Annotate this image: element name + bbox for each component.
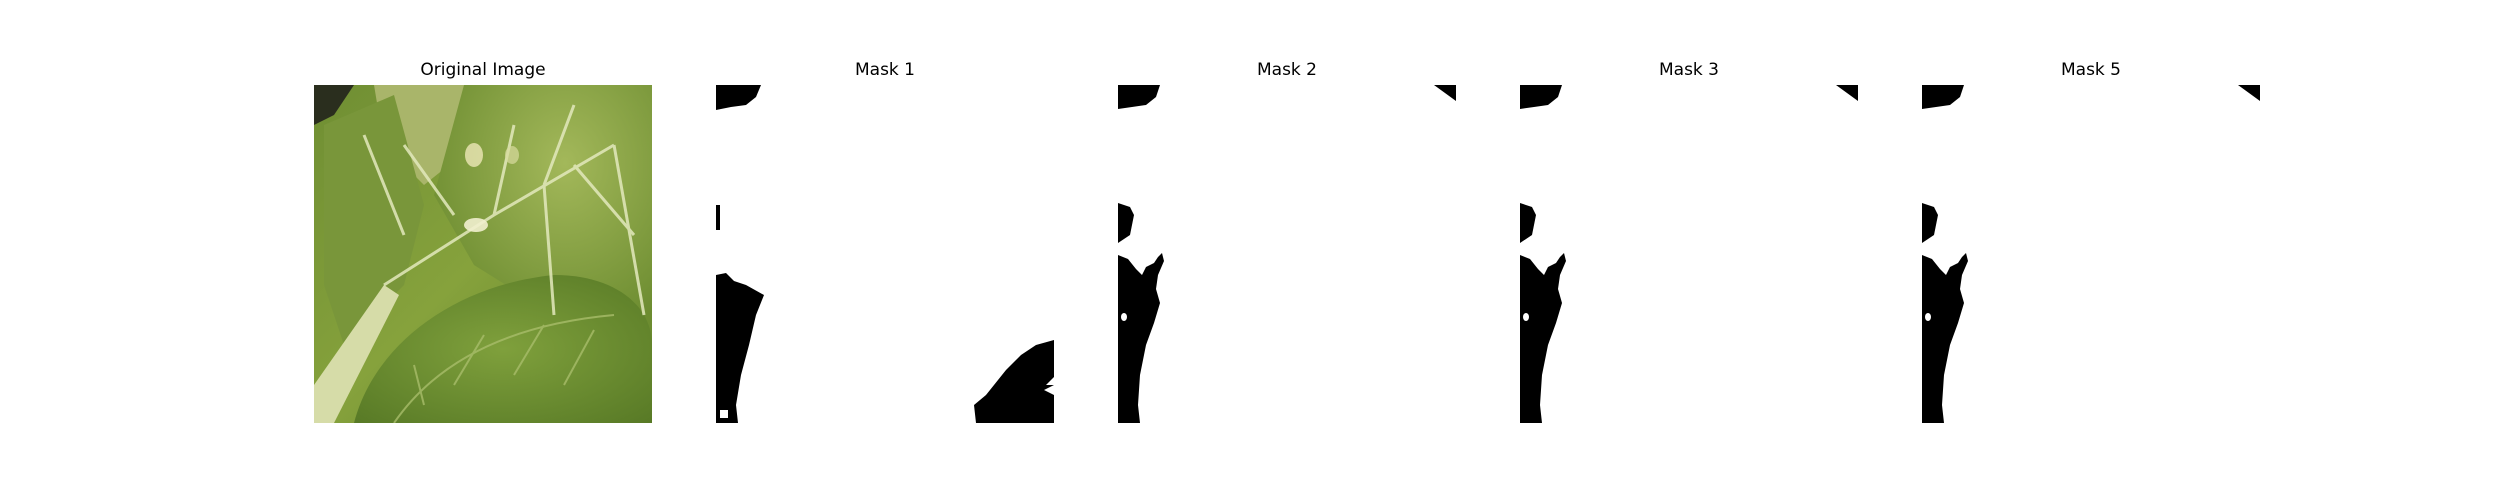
mask-3-image (1520, 85, 1858, 423)
leaf-photo (314, 85, 652, 423)
mask-1-shape (716, 85, 1054, 423)
mask-5-shape (1922, 85, 2260, 423)
panel-title-original: Original Image (420, 60, 546, 80)
mask-2-shape (1118, 85, 1456, 423)
original-image (314, 85, 652, 423)
panel-title-mask-1: Mask 1 (854, 60, 915, 80)
mask-3-shape (1520, 85, 1858, 423)
mask-2-image (1118, 85, 1456, 423)
panel-title-mask-5: Mask 5 (2060, 60, 2121, 80)
mask-1-image (716, 85, 1054, 423)
panel-title-mask-3: Mask 3 (1658, 60, 1719, 80)
mask-5-image (1922, 85, 2260, 423)
panel-title-mask-2: Mask 2 (1256, 60, 1317, 80)
